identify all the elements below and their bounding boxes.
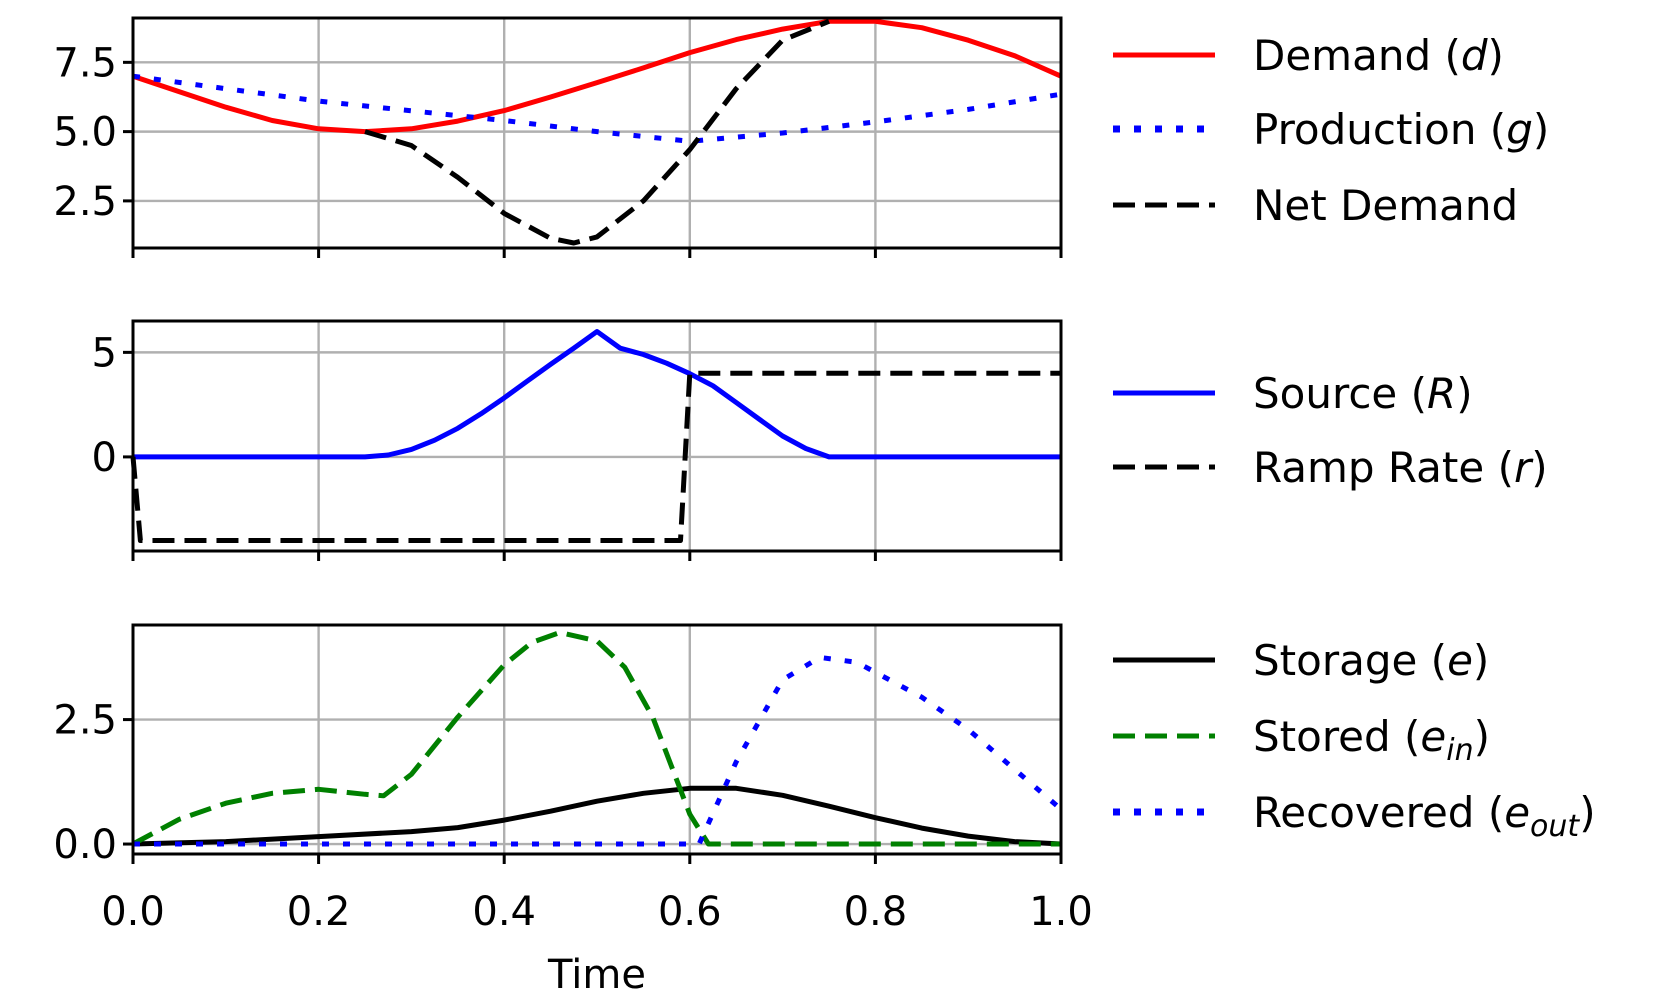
- grid-lines: [131, 625, 1063, 854]
- x-tick-label: 1.0: [1029, 889, 1093, 935]
- panel-middle-source-ramp: 05 Source (R)Ramp Rate (r): [92, 319, 1548, 561]
- legend-label: Ramp Rate (r): [1253, 443, 1548, 492]
- series-line-stored-e-in: [131, 630, 1061, 847]
- plot-border: [131, 623, 1063, 856]
- y-tick-label: 0: [92, 435, 117, 481]
- legend: Storage (e) Stored (ein) Recovered (eout): [1113, 636, 1596, 844]
- y-tick-labels: 0.0 2.5: [53, 698, 117, 868]
- axes-frame: [123, 16, 1063, 258]
- series-line-demand-d: [132, 18, 1063, 135]
- y-tick-label: 7.5: [53, 40, 117, 86]
- y-tick-label: 0.0: [53, 822, 117, 868]
- y-tick-labels: 05: [92, 330, 117, 481]
- plot-border: [131, 319, 1063, 553]
- x-tick-labels: 0.0 0.2 0.4 0.6 0.8 1.0: [101, 889, 1093, 935]
- panel-bottom-storage: 0.0 2.5 Storage (e) Stored (ein) Recovered …: [53, 623, 1596, 868]
- series-group: [132, 18, 1063, 246]
- series-line-ramp-rate-r: [130, 370, 1061, 543]
- x-tick-label: 0.8: [844, 889, 908, 935]
- x-tick-label: 0.0: [101, 889, 165, 935]
- x-axis-label: Time: [547, 952, 646, 998]
- y-tick-label: 2.5: [53, 179, 117, 225]
- x-tick-label: 0.4: [472, 889, 536, 935]
- grid-lines: [131, 321, 1063, 551]
- legend-label: Storage (e): [1253, 636, 1489, 685]
- legend-label: Net Demand: [1253, 181, 1518, 230]
- y-tick-label: 2.5: [53, 698, 117, 744]
- series-line-storage-e: [132, 785, 1062, 847]
- legend-label: Stored (ein): [1253, 712, 1490, 768]
- y-tick-labels: 2.5 5.0 7.5: [53, 40, 117, 225]
- series-group: [131, 630, 1063, 847]
- axes-frame: [123, 319, 1063, 561]
- axes-frame: [123, 623, 1063, 864]
- legend-label: Demand (d): [1253, 31, 1504, 80]
- legend: Demand (d) Production (g) Net Demand: [1113, 31, 1549, 230]
- series-group: [130, 329, 1061, 543]
- y-tick-label: 5.0: [53, 110, 117, 156]
- legend-label: Recovered (eout): [1253, 788, 1596, 844]
- series-line-source-r: [133, 329, 1061, 460]
- legend: Source (R) Ramp Rate (r): [1113, 369, 1548, 492]
- series-line-production-g: [132, 73, 1062, 144]
- legend-label: Source (R): [1253, 369, 1473, 418]
- x-tick-label: 0.6: [658, 889, 722, 935]
- y-tick-label: 5: [92, 330, 117, 376]
- series-line-recovered-e-out: [133, 654, 1063, 847]
- panel-top-demand-production: 2.5 5.0 7.5 Demand (d) Production (g) Net De…: [53, 16, 1549, 258]
- x-tick-label: 0.2: [287, 889, 351, 935]
- legend-label: Production (g): [1253, 105, 1549, 154]
